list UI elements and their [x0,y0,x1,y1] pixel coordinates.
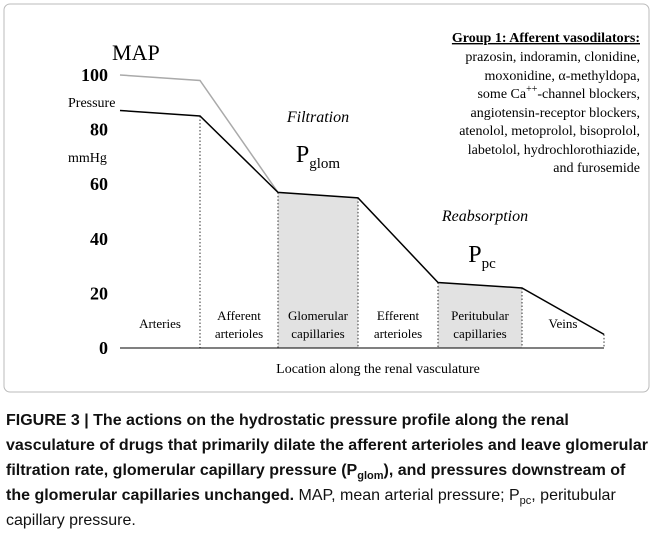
series-line [119,74,279,193]
group-line: some Ca++-channel blockers, [477,84,640,102]
group-line: atenolol, metoprolol, bisoprolol, [459,124,640,139]
caption-text: , peritubular capillary pressure. [6,487,616,529]
group-line: -channel blockers, [537,87,640,102]
x-label: Location along the renal vasculature [276,362,480,377]
annotation: Pglom [296,142,341,172]
caption-text: ), and pressures downstream of the glome… [6,462,626,504]
region-label: Afferent [217,308,261,323]
y-tick-label: 40 [90,229,108,249]
region-label: capillaries [291,326,344,341]
caption: FIGURE 3 | The actions on the hydrostati… [6,408,652,533]
group-list: prazosin, indoramin, clonidine, moxonidi… [459,50,640,176]
caption-bold: FIGURE 3 | The actions on the hydrostati… [6,412,648,504]
region-label: Arteries [139,316,181,331]
group-title: Group 1: Afferent vasodilators: [452,31,640,46]
shaded-region [438,282,522,348]
y-tick-label: 20 [90,283,108,303]
map-label: MAP [112,40,160,65]
annotation: P [296,142,309,168]
region-label: Peritubular [451,308,509,323]
shaded-region [278,192,358,348]
region-label: Efferent [377,308,420,323]
series-line [119,109,605,336]
region-label: arterioles [215,326,263,341]
y-tick-label: 60 [90,174,108,194]
chart: MAP Pressure mmHg Filtration Pglom Reabs… [3,3,650,393]
group-line: prazosin, indoramin, clonidine, [465,50,640,65]
annotation: P [468,242,481,268]
region-label: capillaries [453,326,506,341]
annotation: Filtration [286,109,349,126]
group-line: moxonidine, α-methyldopa, [485,69,640,84]
y-tick-label: 0 [99,338,108,358]
y-label: Pressure [68,96,115,111]
caption-sub: glom [357,470,384,483]
caption-text: FIGURE 3 | The actions on the hydrostati… [6,412,648,479]
group-line: and furosemide [553,161,640,176]
annotation: Ppc [468,242,496,272]
annotation: glom [309,156,340,172]
region-label: Veins [549,316,578,331]
annotation: Reabsorption [441,208,528,225]
y-label: mmHg [68,151,107,166]
region-label: Glomerular [288,308,349,323]
caption-sub: pc [519,495,532,508]
group-line: labetolol, hydrochlorothiazide, [468,143,640,158]
region-label: arterioles [374,326,422,341]
y-tick-label: 80 [90,120,108,140]
group-line: ++ [526,84,538,95]
annotation: pc [482,256,497,272]
caption-text: MAP, mean arterial pressure; P [294,487,520,504]
y-tick-label: 100 [81,65,108,85]
group-line: some Ca [477,87,526,102]
group-line: angiotensin-receptor blockers, [471,106,641,121]
frame [3,3,650,393]
